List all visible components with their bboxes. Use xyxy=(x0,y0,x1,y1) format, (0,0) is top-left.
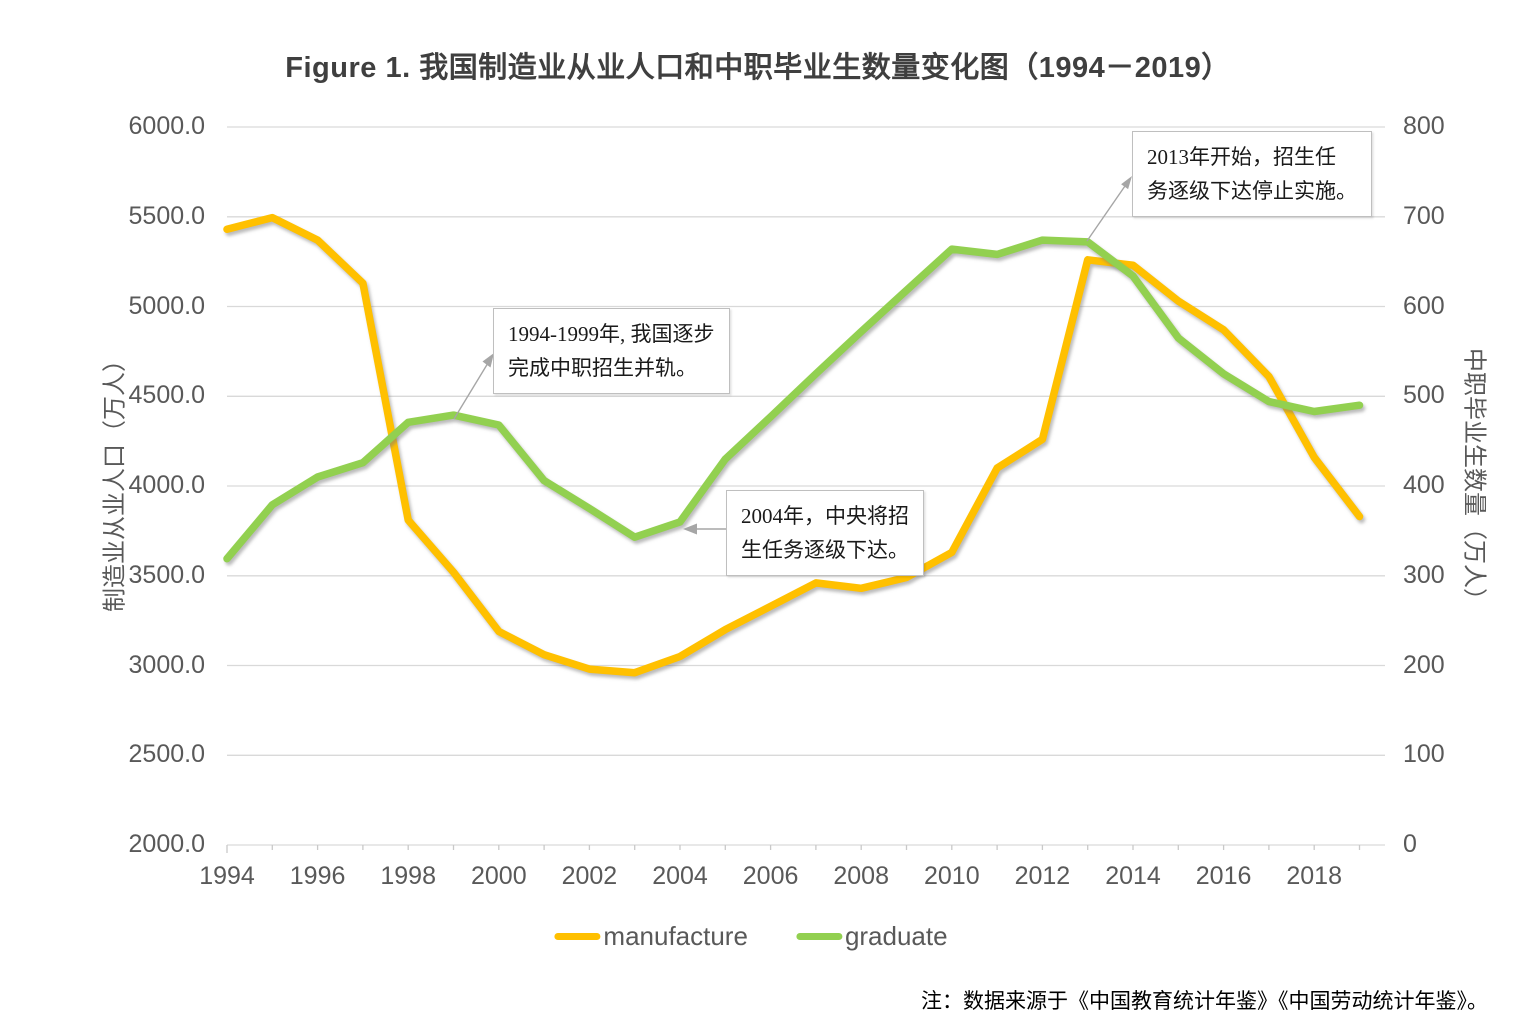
chart-legend: manufacture graduate xyxy=(554,921,948,952)
right-axis-tick: 700 xyxy=(1403,201,1445,230)
x-axis-tick: 2012 xyxy=(1014,862,1071,890)
legend-item-graduate: graduate xyxy=(795,921,948,952)
right-axis-tick: 800 xyxy=(1403,112,1445,140)
x-axis-tick: 2014 xyxy=(1105,862,1161,890)
x-axis-tick: 2016 xyxy=(1195,862,1252,890)
left-axis-tick: 4500.0 xyxy=(128,381,205,410)
left-axis-tick: 5000.0 xyxy=(128,291,205,320)
right-axis-tick: 100 xyxy=(1403,740,1445,769)
x-axis-tick: 1998 xyxy=(380,862,436,890)
left-axis-tick: 4000.0 xyxy=(128,471,205,499)
x-axis-tick: 2006 xyxy=(742,862,799,890)
legend-swatch-manufacture xyxy=(554,933,601,940)
annotation-2013: 2013年开始，招生任 务逐级下达停止实施。 xyxy=(1132,131,1372,218)
x-axis-tick: 2004 xyxy=(652,862,708,890)
x-axis-tick: 1996 xyxy=(289,862,346,890)
source-note: 注：数据来源于《中国教育统计年鉴》《中国劳动统计年鉴》。 xyxy=(921,989,1488,1013)
chart-title: Figure 1. 我国制造业从业人口和中职毕业生数量变化图（1994－2019… xyxy=(285,52,1231,84)
left-axis-tick: 3000.0 xyxy=(128,650,205,679)
annotation-1994-1999: 1994-1999年, 我国逐步 完成中职招生并轨。 xyxy=(493,308,730,395)
legend-label: manufacture xyxy=(603,921,748,951)
right-axis-tick: 500 xyxy=(1403,381,1445,410)
right-axis-tick: 0 xyxy=(1403,830,1417,858)
series-graduate xyxy=(223,236,1364,563)
x-axis-tick: 2002 xyxy=(561,862,618,890)
legend-item-manufacture: manufacture xyxy=(554,921,748,952)
x-axis-tick: 2010 xyxy=(923,862,980,890)
x-axis-tick: 2008 xyxy=(833,862,889,890)
left-axis-tick: 2000.0 xyxy=(128,830,205,858)
legend-label: graduate xyxy=(844,921,948,951)
left-axis-tick: 3500.0 xyxy=(128,560,205,589)
plot-area xyxy=(223,126,1385,853)
left-axis-tick: 5500.0 xyxy=(128,201,205,230)
x-axis-tick: 1994 xyxy=(199,862,255,890)
left-axis-tick: 6000.0 xyxy=(128,112,205,140)
annotation-2004: 2004年，中央将招 生任务逐级下达。 xyxy=(726,490,924,577)
legend-swatch-graduate xyxy=(795,933,842,940)
right-axis-tick: 600 xyxy=(1403,291,1445,320)
left-axis-tick: 2500.0 xyxy=(128,740,205,769)
x-axis-tick: 2018 xyxy=(1286,862,1342,890)
right-axis-tick: 400 xyxy=(1403,471,1445,499)
right-axis-tick: 200 xyxy=(1403,650,1445,679)
right-axis-tick: 300 xyxy=(1403,560,1445,589)
x-axis-tick: 2000 xyxy=(470,862,527,890)
series-manufacture xyxy=(223,213,1364,677)
